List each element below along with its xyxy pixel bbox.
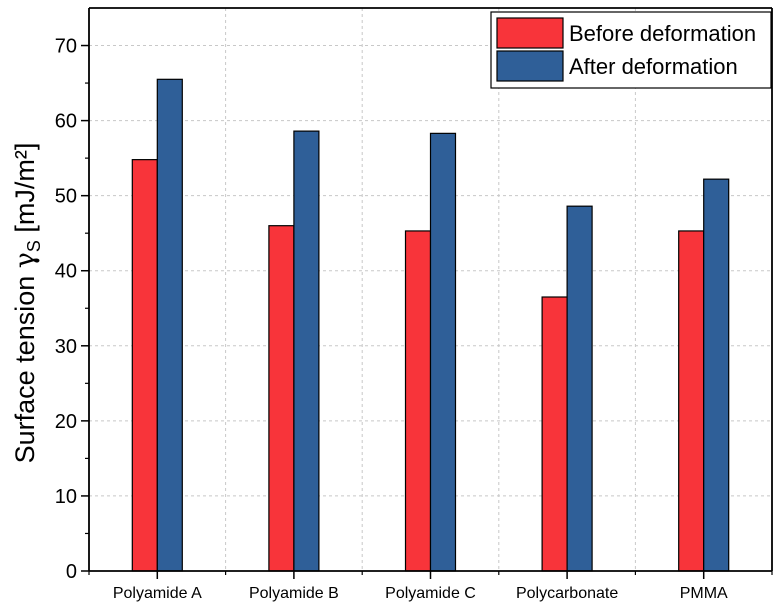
y-tick-label: 20 bbox=[55, 411, 77, 433]
axes: 0 10 20 30 40 50 60 70 Polyamide A Polyamide B Pol… bbox=[55, 7, 773, 602]
y-tick-label: 0 bbox=[66, 561, 77, 583]
y-tick-label: 10 bbox=[55, 486, 77, 508]
bar-before-4 bbox=[678, 230, 705, 572]
y-tick-label: 60 bbox=[55, 111, 77, 133]
y-tick-label: 50 bbox=[55, 186, 77, 208]
y-axis-title: Surface tension γS [mJ/m²] bbox=[10, 143, 44, 464]
x-tick-label: Polyamide A bbox=[113, 585, 202, 602]
bar-after-2 bbox=[429, 132, 457, 572]
gridlines bbox=[89, 8, 772, 571]
legend-swatch bbox=[496, 17, 564, 49]
legend-swatch bbox=[496, 50, 564, 82]
bar-after-1 bbox=[293, 130, 320, 572]
bar-before-3 bbox=[541, 296, 568, 572]
bar-before-2 bbox=[404, 230, 432, 572]
y-tick-label: 40 bbox=[55, 261, 77, 283]
y-tick-label: 70 bbox=[55, 36, 77, 58]
x-tick-label: Polycarbonate bbox=[516, 585, 618, 602]
bar-after-0 bbox=[156, 78, 183, 572]
legend: Before deformation After deformation bbox=[490, 11, 772, 89]
y-axis-title-text: Surface tension γS [mJ/m²] bbox=[10, 143, 44, 464]
legend-label: After deformation bbox=[569, 54, 738, 79]
x-tick-label: Polyamide C bbox=[385, 585, 476, 602]
bar-after-3 bbox=[566, 205, 593, 572]
x-tick-label: PMMA bbox=[680, 585, 728, 602]
y-tick-label: 30 bbox=[55, 336, 77, 358]
bar-after-4 bbox=[703, 178, 730, 572]
bars bbox=[131, 78, 730, 572]
legend-label: Before deformation bbox=[569, 21, 756, 46]
bar-before-1 bbox=[268, 225, 295, 572]
x-tick-label: Polyamide B bbox=[249, 585, 339, 602]
bar-before-0 bbox=[131, 159, 158, 572]
